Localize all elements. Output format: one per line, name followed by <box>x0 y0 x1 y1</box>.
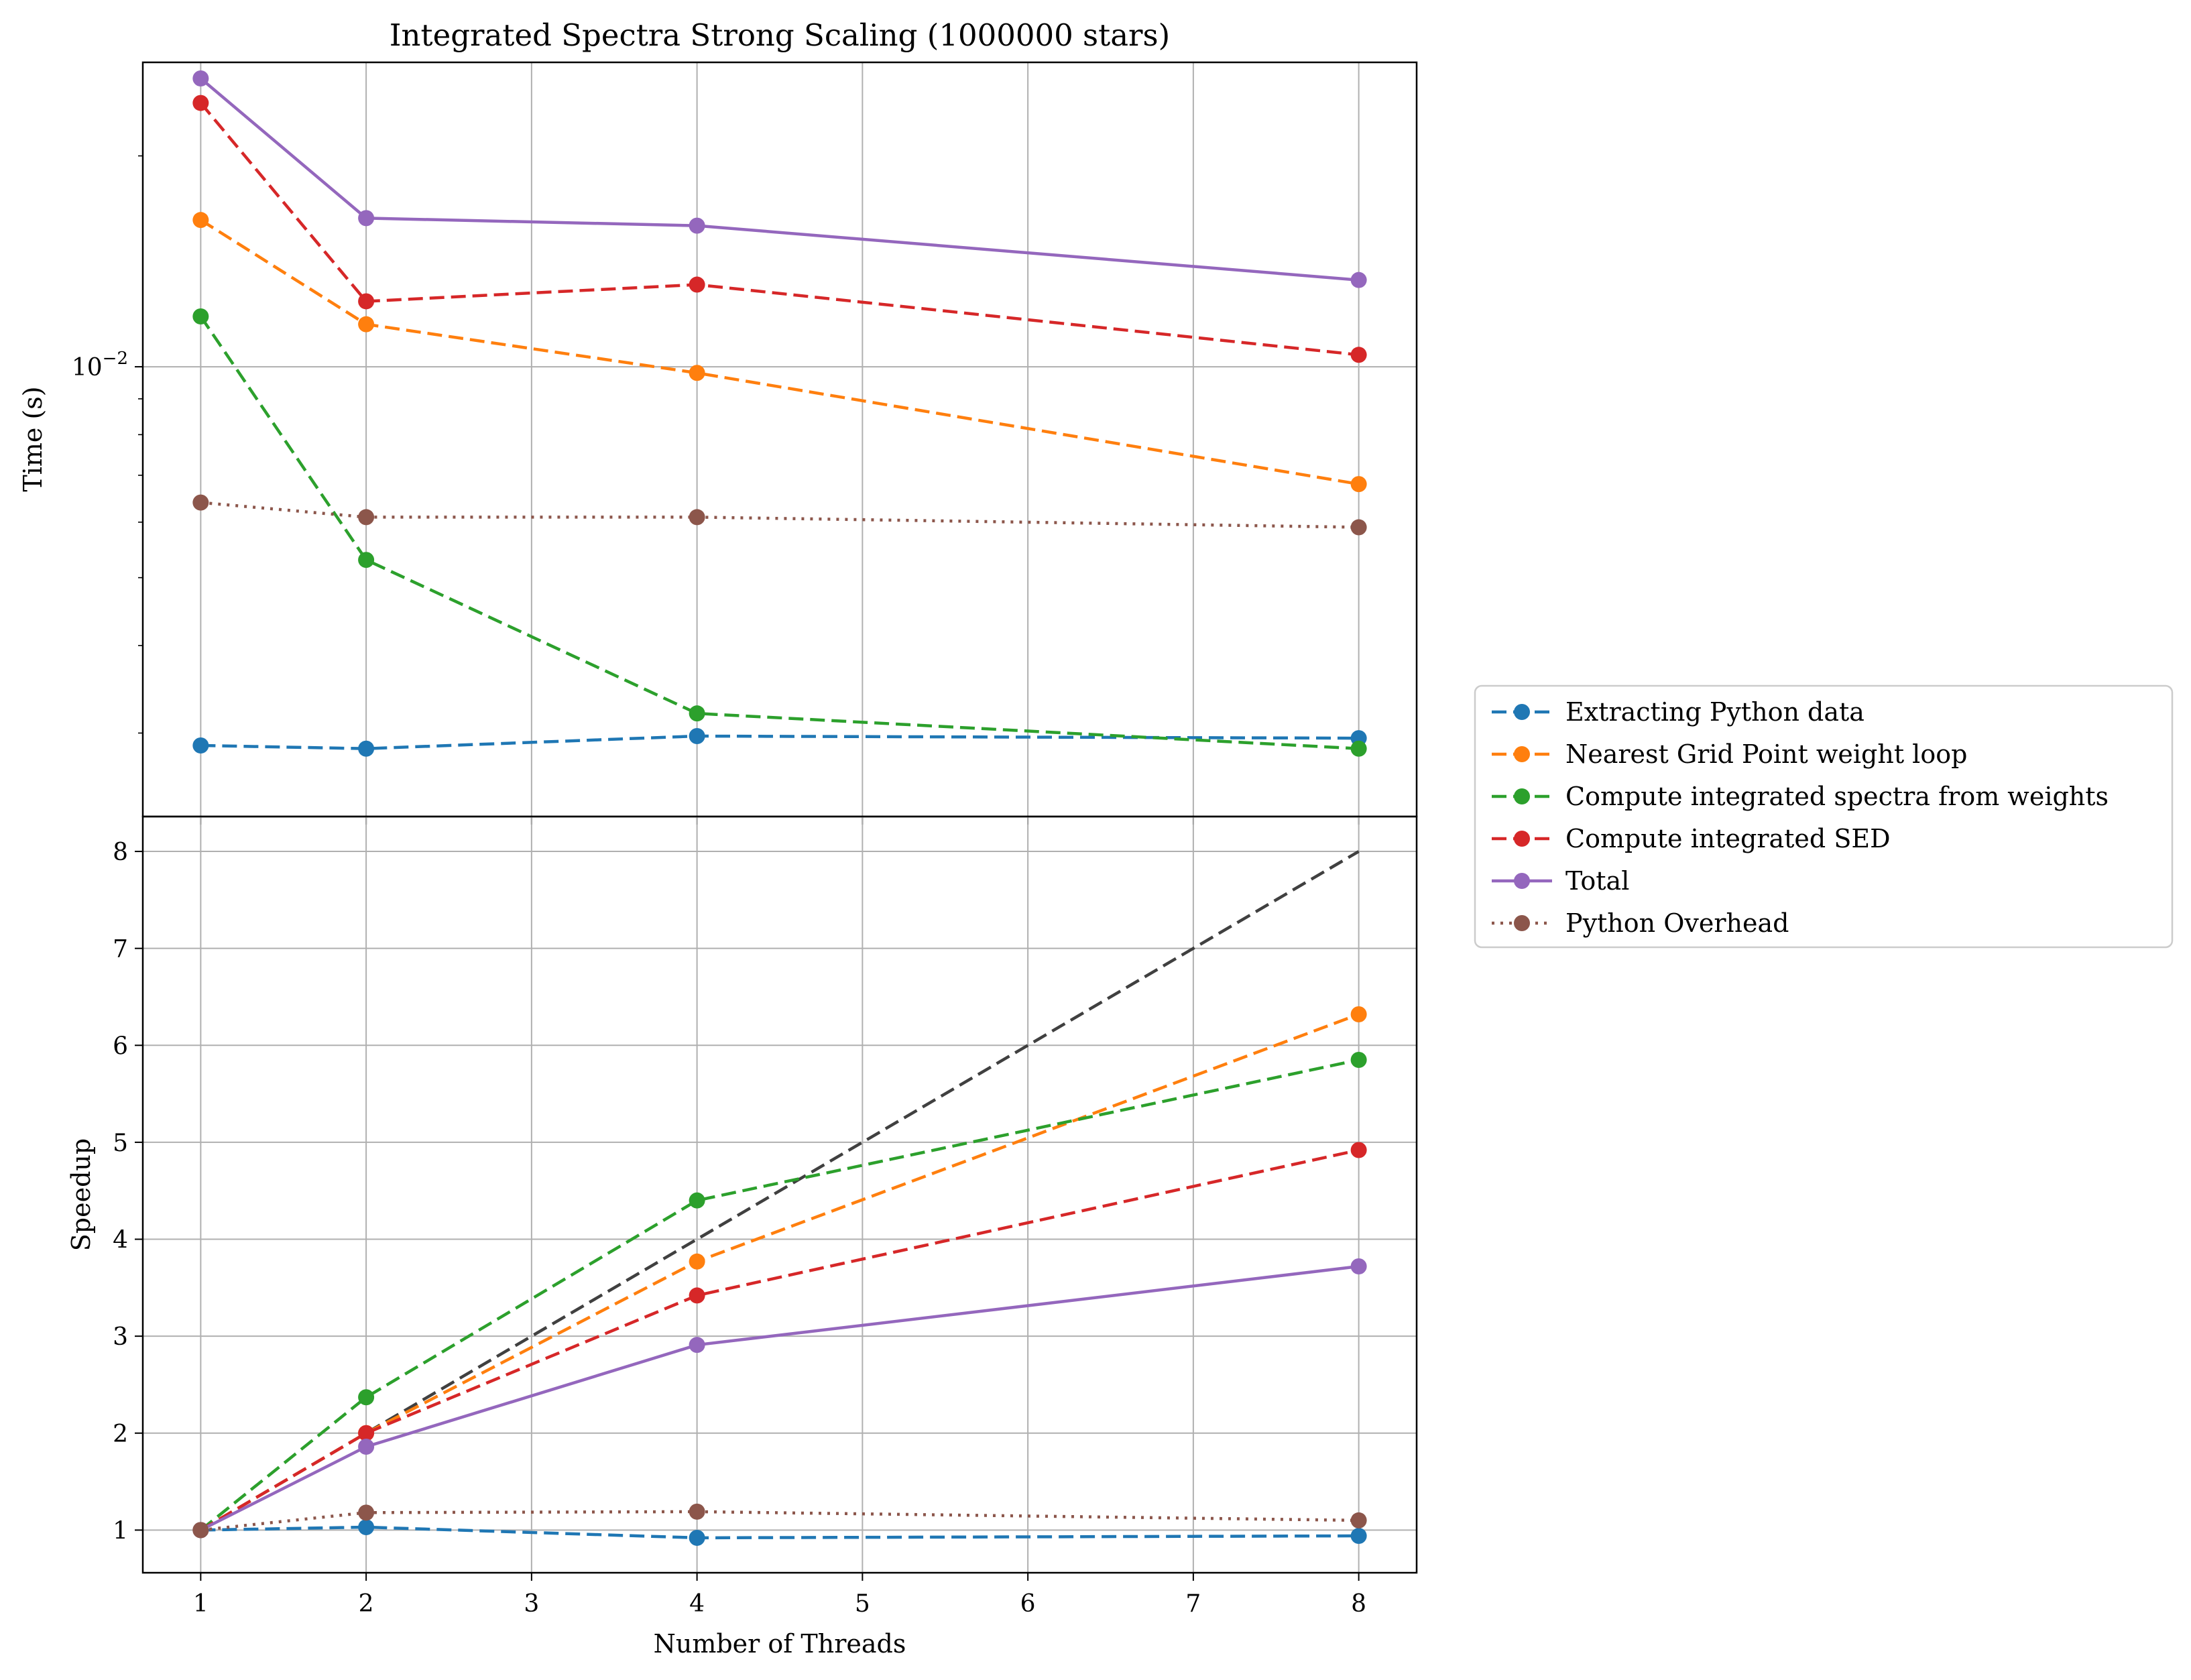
top-point-python-overhead <box>192 494 209 511</box>
bottom-line-nearest-grid-point-weight-loop <box>200 1012 1360 1532</box>
bottom-point-extracting-python-data <box>1350 1528 1367 1545</box>
bottom-point-total <box>358 1439 375 1455</box>
top-axis-ticks: 10−2 <box>72 155 1360 825</box>
bottom-y-tick-label: 6 <box>113 1032 128 1060</box>
top-point-total <box>192 70 209 86</box>
legend-marker-2 <box>1514 788 1530 804</box>
legend-marker-4 <box>1514 873 1530 889</box>
bottom-point-compute-integrated-sed <box>1350 1142 1367 1158</box>
bottom-y-tick-label: 5 <box>113 1130 128 1157</box>
legend-label: Compute integrated spectra from weights <box>1565 782 2109 811</box>
bottom-point-compute-integrated-spectra-from-weights <box>1350 1051 1367 1068</box>
top-point-compute-integrated-spectra-from-weights <box>1350 740 1367 757</box>
top-panel: 10−2 Time (s) <box>18 61 1418 825</box>
legend-marker-0 <box>1514 704 1530 720</box>
top-line-total <box>199 77 1359 282</box>
legend-marker-3 <box>1514 831 1530 847</box>
top-point-compute-integrated-sed <box>689 276 705 293</box>
bottom-y-tick-label: 1 <box>113 1517 128 1545</box>
top-point-nearest-grid-point-weight-loop <box>358 316 375 333</box>
top-line-compute-integrated-sed <box>199 102 1359 357</box>
top-series-lines <box>192 70 1367 757</box>
top-point-nearest-grid-point-weight-loop <box>689 365 705 381</box>
bottom-line-compute-integrated-spectra-from-weights <box>199 1058 1360 1532</box>
top-point-extracting-python-data <box>192 737 209 754</box>
top-line-python-overhead <box>200 501 1359 529</box>
bottom-point-compute-integrated-spectra-from-weights <box>689 1192 705 1209</box>
bottom-point-compute-integrated-spectra-from-weights <box>358 1389 375 1406</box>
bottom-point-nearest-grid-point-weight-loop <box>689 1253 705 1270</box>
top-point-total <box>358 210 375 227</box>
top-grid <box>143 62 1417 817</box>
top-axes-frame <box>141 61 1418 818</box>
top-y-tick-label: 10−2 <box>72 349 128 381</box>
x-tick-label: 4 <box>689 1590 705 1618</box>
bottom-line-extracting-python-data <box>200 1525 1359 1540</box>
bottom-y-tick-label: 2 <box>113 1421 128 1448</box>
legend-label: Python Overhead <box>1565 908 1789 938</box>
legend-label: Nearest Grid Point weight loop <box>1565 739 1967 769</box>
top-point-python-overhead <box>1350 519 1367 536</box>
top-point-compute-integrated-sed <box>1350 347 1367 363</box>
bottom-y-tick-label: 7 <box>113 936 128 963</box>
top-point-nearest-grid-point-weight-loop <box>1350 476 1367 493</box>
legend-label: Compute integrated SED <box>1565 824 1891 853</box>
top-point-compute-integrated-spectra-from-weights <box>358 552 375 568</box>
x-tick-label: 7 <box>1185 1590 1201 1618</box>
bottom-point-compute-integrated-sed <box>358 1425 375 1441</box>
x-tick-label: 8 <box>1351 1590 1366 1618</box>
top-point-total <box>1350 272 1367 288</box>
bottom-series-lines <box>192 850 1367 1546</box>
top-point-compute-integrated-spectra-from-weights <box>192 308 209 324</box>
bottom-point-python-overhead <box>192 1522 209 1539</box>
top-point-compute-integrated-sed <box>358 293 375 310</box>
legend-marker-1 <box>1514 746 1530 762</box>
bottom-point-total <box>689 1337 705 1354</box>
legend-marker-5 <box>1514 915 1530 931</box>
top-line-compute-integrated-spectra-from-weights <box>199 315 1359 750</box>
x-tick-label: 6 <box>1020 1590 1036 1618</box>
x-tick-label: 1 <box>193 1590 209 1618</box>
bottom-point-extracting-python-data <box>689 1529 705 1546</box>
bottom-point-total <box>1350 1258 1367 1275</box>
legend-label: Total <box>1565 866 1629 896</box>
bottom-line-total <box>200 1264 1359 1532</box>
top-line-nearest-grid-point-weight-loop <box>200 219 1359 486</box>
top-y-axis-label: Time (s) <box>18 386 48 491</box>
x-tick-label: 3 <box>524 1590 539 1618</box>
legend-label: Extracting Python data <box>1565 697 1864 727</box>
bottom-ideal-scaling-line <box>200 850 1360 1532</box>
top-point-total <box>689 217 705 234</box>
legend: Extracting Python data Nearest Grid Point… <box>1474 684 2174 949</box>
x-axis-label: Number of Threads <box>654 1629 906 1659</box>
bottom-line-python-overhead <box>200 1510 1359 1532</box>
top-point-extracting-python-data <box>689 728 705 745</box>
bottom-axis-ticks: 1 2 3 4 5 6 7 8 1 2 3 4 5 6 7 8 <box>113 839 1366 1618</box>
chart-title: Integrated Spectra Strong Scaling (10000… <box>390 17 1170 53</box>
bottom-y-axis-label: Speedup <box>66 1138 96 1251</box>
top-point-nearest-grid-point-weight-loop <box>192 212 209 229</box>
bottom-point-extracting-python-data <box>358 1519 375 1536</box>
x-tick-label: 5 <box>855 1590 870 1618</box>
top-line-extracting-python-data <box>200 734 1359 750</box>
bottom-y-tick-label: 4 <box>113 1227 128 1254</box>
bottom-point-nearest-grid-point-weight-loop <box>1350 1006 1367 1023</box>
top-point-compute-integrated-spectra-from-weights <box>689 705 705 722</box>
bottom-line-compute-integrated-sed <box>200 1148 1360 1532</box>
bottom-axes-frame <box>141 815 1418 1574</box>
bottom-y-tick-label: 3 <box>113 1323 128 1351</box>
x-tick-label: 2 <box>359 1590 374 1618</box>
bottom-point-python-overhead <box>358 1504 375 1521</box>
bottom-y-tick-label: 8 <box>113 839 128 866</box>
bottom-point-python-overhead <box>689 1503 705 1520</box>
bottom-point-python-overhead <box>1350 1512 1367 1528</box>
legend-frame <box>1474 684 2174 949</box>
top-point-python-overhead <box>358 509 375 526</box>
top-point-compute-integrated-sed <box>192 95 209 111</box>
top-point-python-overhead <box>689 509 705 526</box>
bottom-point-compute-integrated-sed <box>689 1287 705 1304</box>
top-point-extracting-python-data <box>358 740 375 757</box>
bottom-panel: 1 2 3 4 5 6 7 8 1 2 3 4 5 6 7 8 Speedup Number of Threa… <box>66 815 1418 1659</box>
